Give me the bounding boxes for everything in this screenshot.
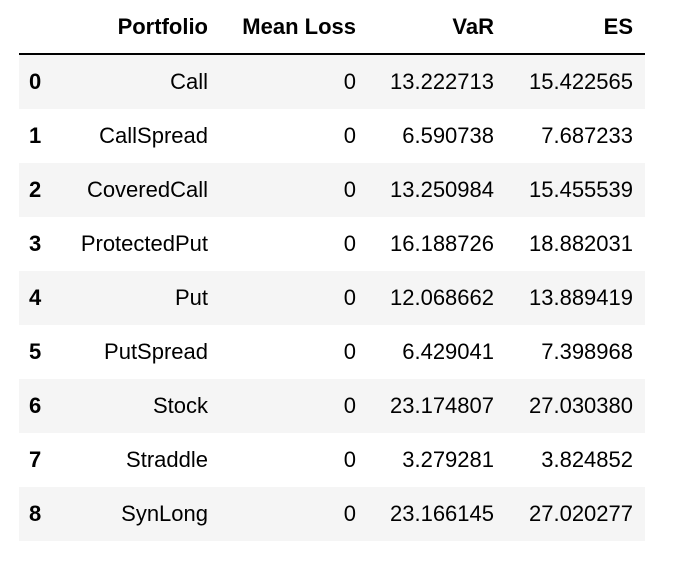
cell-portfolio: CallSpread (99, 123, 208, 148)
cell-var: 13.250984 (390, 177, 494, 202)
table-row: 6 Stock 0 23.174807 27.030380 (19, 379, 645, 433)
row-index: 7 (29, 447, 42, 472)
cell-mean-loss: 0 (343, 69, 356, 94)
cell-es: 3.824852 (541, 447, 633, 472)
cell-var: 13.222713 (390, 69, 494, 94)
cell-var: 6.429041 (402, 339, 494, 364)
cell-mean-loss: 0 (343, 285, 356, 310)
table-body: 0 Call 0 13.222713 15.422565 1 CallSpread 0 6.59… (19, 54, 645, 541)
row-index: 4 (29, 285, 42, 310)
cell-var: 6.590738 (402, 123, 494, 148)
cell-portfolio: PutSpread (104, 339, 208, 364)
cell-es: 13.889419 (529, 285, 633, 310)
cell-mean-loss: 0 (343, 339, 356, 364)
row-index: 1 (29, 123, 42, 148)
row-index: 3 (29, 231, 42, 256)
cell-var: 16.188726 (390, 231, 494, 256)
cell-mean-loss: 0 (343, 177, 356, 202)
cell-es: 18.882031 (529, 231, 633, 256)
table-row: 5 PutSpread 0 6.429041 7.398968 (19, 325, 645, 379)
header-es: ES (506, 0, 645, 55)
header-row: Portfolio Mean Loss VaR ES (19, 0, 645, 55)
cell-portfolio: Call (170, 69, 208, 94)
cell-var: 12.068662 (390, 285, 494, 310)
header-index (19, 0, 63, 55)
cell-portfolio: Stock (152, 393, 208, 418)
header-mean-loss: Mean Loss (220, 0, 368, 55)
cell-es: 15.422565 (529, 69, 633, 94)
cell-var: 23.166145 (390, 501, 494, 526)
header-portfolio: Portfolio (63, 0, 220, 55)
table-row: 3 ProtectedPut 0 16.188726 18.882031 (19, 217, 645, 271)
cell-portfolio: CoveredCall (86, 177, 208, 202)
table-row: 4 Put 0 12.068662 13.889419 (19, 271, 645, 325)
cell-mean-loss: 0 (343, 231, 356, 256)
cell-es: 27.020277 (529, 501, 633, 526)
dataframe-table-container: Portfolio Mean Loss VaR ES 0 Call 0 13.2227… (19, 0, 645, 541)
table-row: 8 SynLong 0 23.166145 27.020277 (19, 487, 645, 541)
cell-portfolio: SynLong (121, 501, 208, 526)
row-index: 5 (29, 339, 42, 364)
cell-es: 7.398968 (541, 339, 633, 364)
cell-mean-loss: 0 (343, 447, 356, 472)
cell-es: 27.030380 (529, 393, 633, 418)
cell-mean-loss: 0 (343, 393, 356, 418)
cell-portfolio: Put (174, 285, 208, 310)
cell-var: 3.279281 (402, 447, 494, 472)
row-index: 8 (29, 501, 42, 526)
row-index: 2 (29, 177, 42, 202)
header-var: VaR (368, 0, 506, 55)
cell-portfolio: ProtectedPut (80, 231, 208, 256)
row-index: 6 (29, 393, 42, 418)
row-index: 0 (29, 69, 42, 94)
cell-mean-loss: 0 (343, 501, 356, 526)
table-row: 7 Straddle 0 3.279281 3.824852 (19, 433, 645, 487)
cell-var: 23.174807 (390, 393, 494, 418)
table-row: 1 CallSpread 0 6.590738 7.687233 (19, 109, 645, 163)
table-row: 0 Call 0 13.222713 15.422565 (19, 54, 645, 109)
cell-mean-loss: 0 (343, 123, 356, 148)
cell-portfolio: Straddle (126, 447, 208, 472)
dataframe-table: Portfolio Mean Loss VaR ES 0 Call 0 13.2227… (19, 0, 645, 541)
table-row: 2 CoveredCall 0 13.250984 15.455539 (19, 163, 645, 217)
cell-es: 15.455539 (529, 177, 633, 202)
cell-es: 7.687233 (541, 123, 633, 148)
table-header: Portfolio Mean Loss VaR ES (19, 0, 645, 55)
